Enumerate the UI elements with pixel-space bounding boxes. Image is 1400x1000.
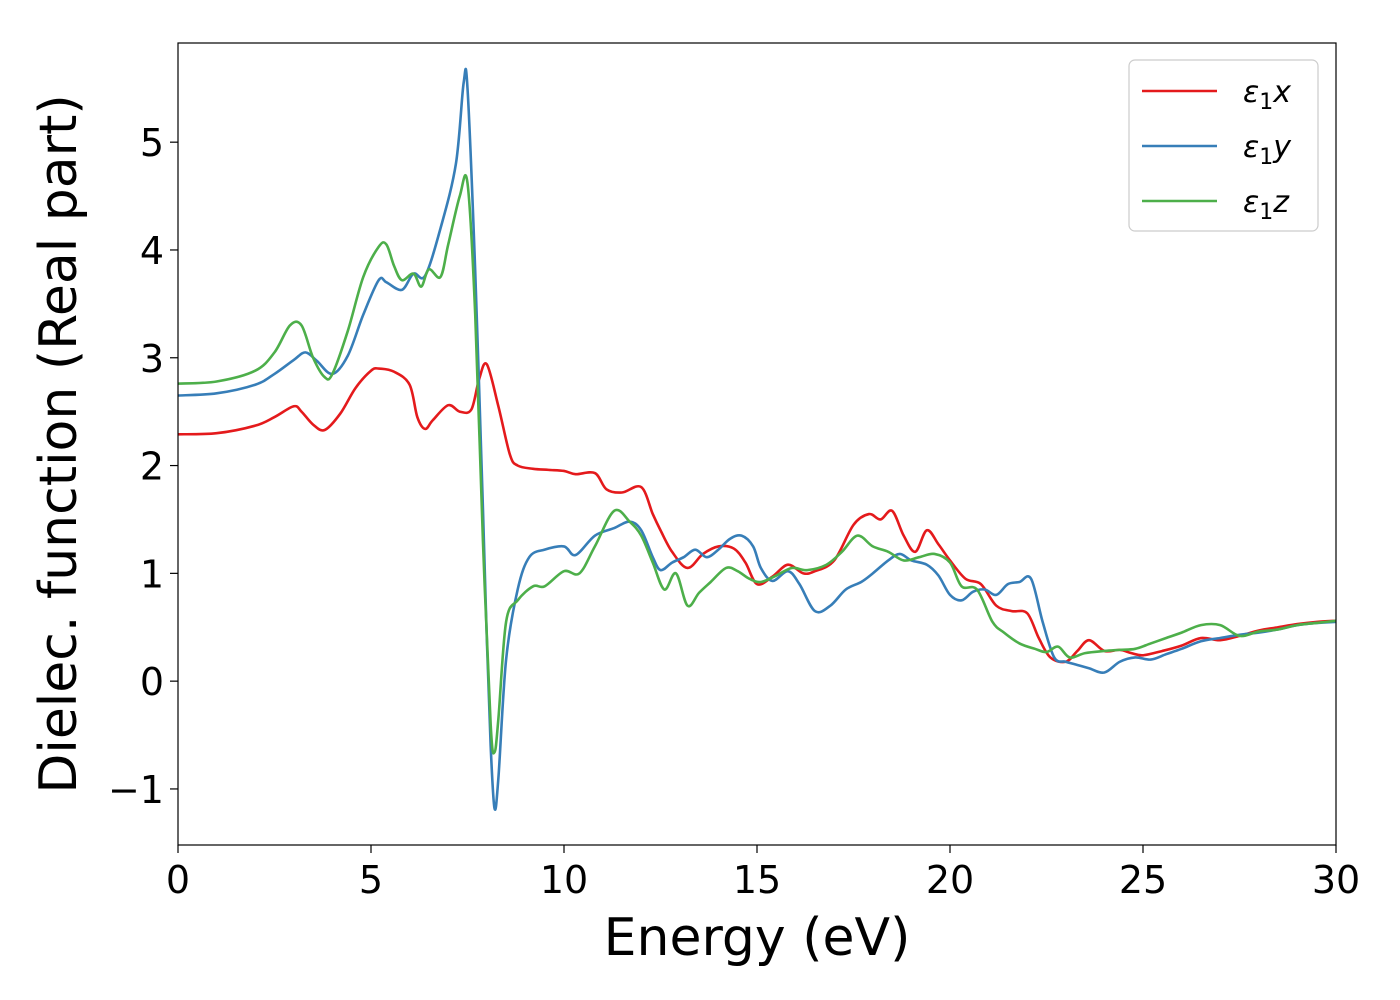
y-axis-label: Dielec. function (Real part) <box>29 94 89 793</box>
legend-item-z: ε1z <box>1142 185 1290 225</box>
x-tick-label: 25 <box>1119 858 1167 902</box>
x-tick-label: 10 <box>540 858 588 902</box>
legend-item-y: ε1y <box>1142 130 1292 170</box>
x-axis-label: Energy (eV) <box>604 908 911 968</box>
y-tick-label: 3 <box>140 337 164 381</box>
x-tick-label: 15 <box>733 858 781 902</box>
x-tick-label: 30 <box>1312 858 1360 902</box>
x-tick-label: 5 <box>359 858 383 902</box>
series-line-y <box>178 67 1336 811</box>
x-tick-label: 0 <box>166 858 190 902</box>
y-tick-label: −1 <box>108 768 164 812</box>
ticks-layer: 0 5 10 15 20 25 30 −1 0 1 2 3 4 5 <box>108 121 1360 902</box>
legend: ε1x ε1y ε1z <box>1128 59 1319 232</box>
series-line-z <box>178 174 1336 755</box>
y-tick-label: 0 <box>140 660 164 704</box>
y-tick-label: 1 <box>140 552 164 596</box>
legend-label: ε1y <box>1243 130 1292 170</box>
legend-box <box>1128 59 1319 232</box>
x-tick-label: 20 <box>926 858 974 902</box>
legend-label: ε1z <box>1243 185 1290 225</box>
series-layer <box>178 67 1336 811</box>
y-tick-label: 4 <box>140 229 164 273</box>
y-tick-label: 5 <box>140 121 164 165</box>
legend-item-x: ε1x <box>1142 75 1291 115</box>
y-tick-label: 2 <box>140 445 164 489</box>
legend-label: ε1x <box>1243 75 1291 115</box>
